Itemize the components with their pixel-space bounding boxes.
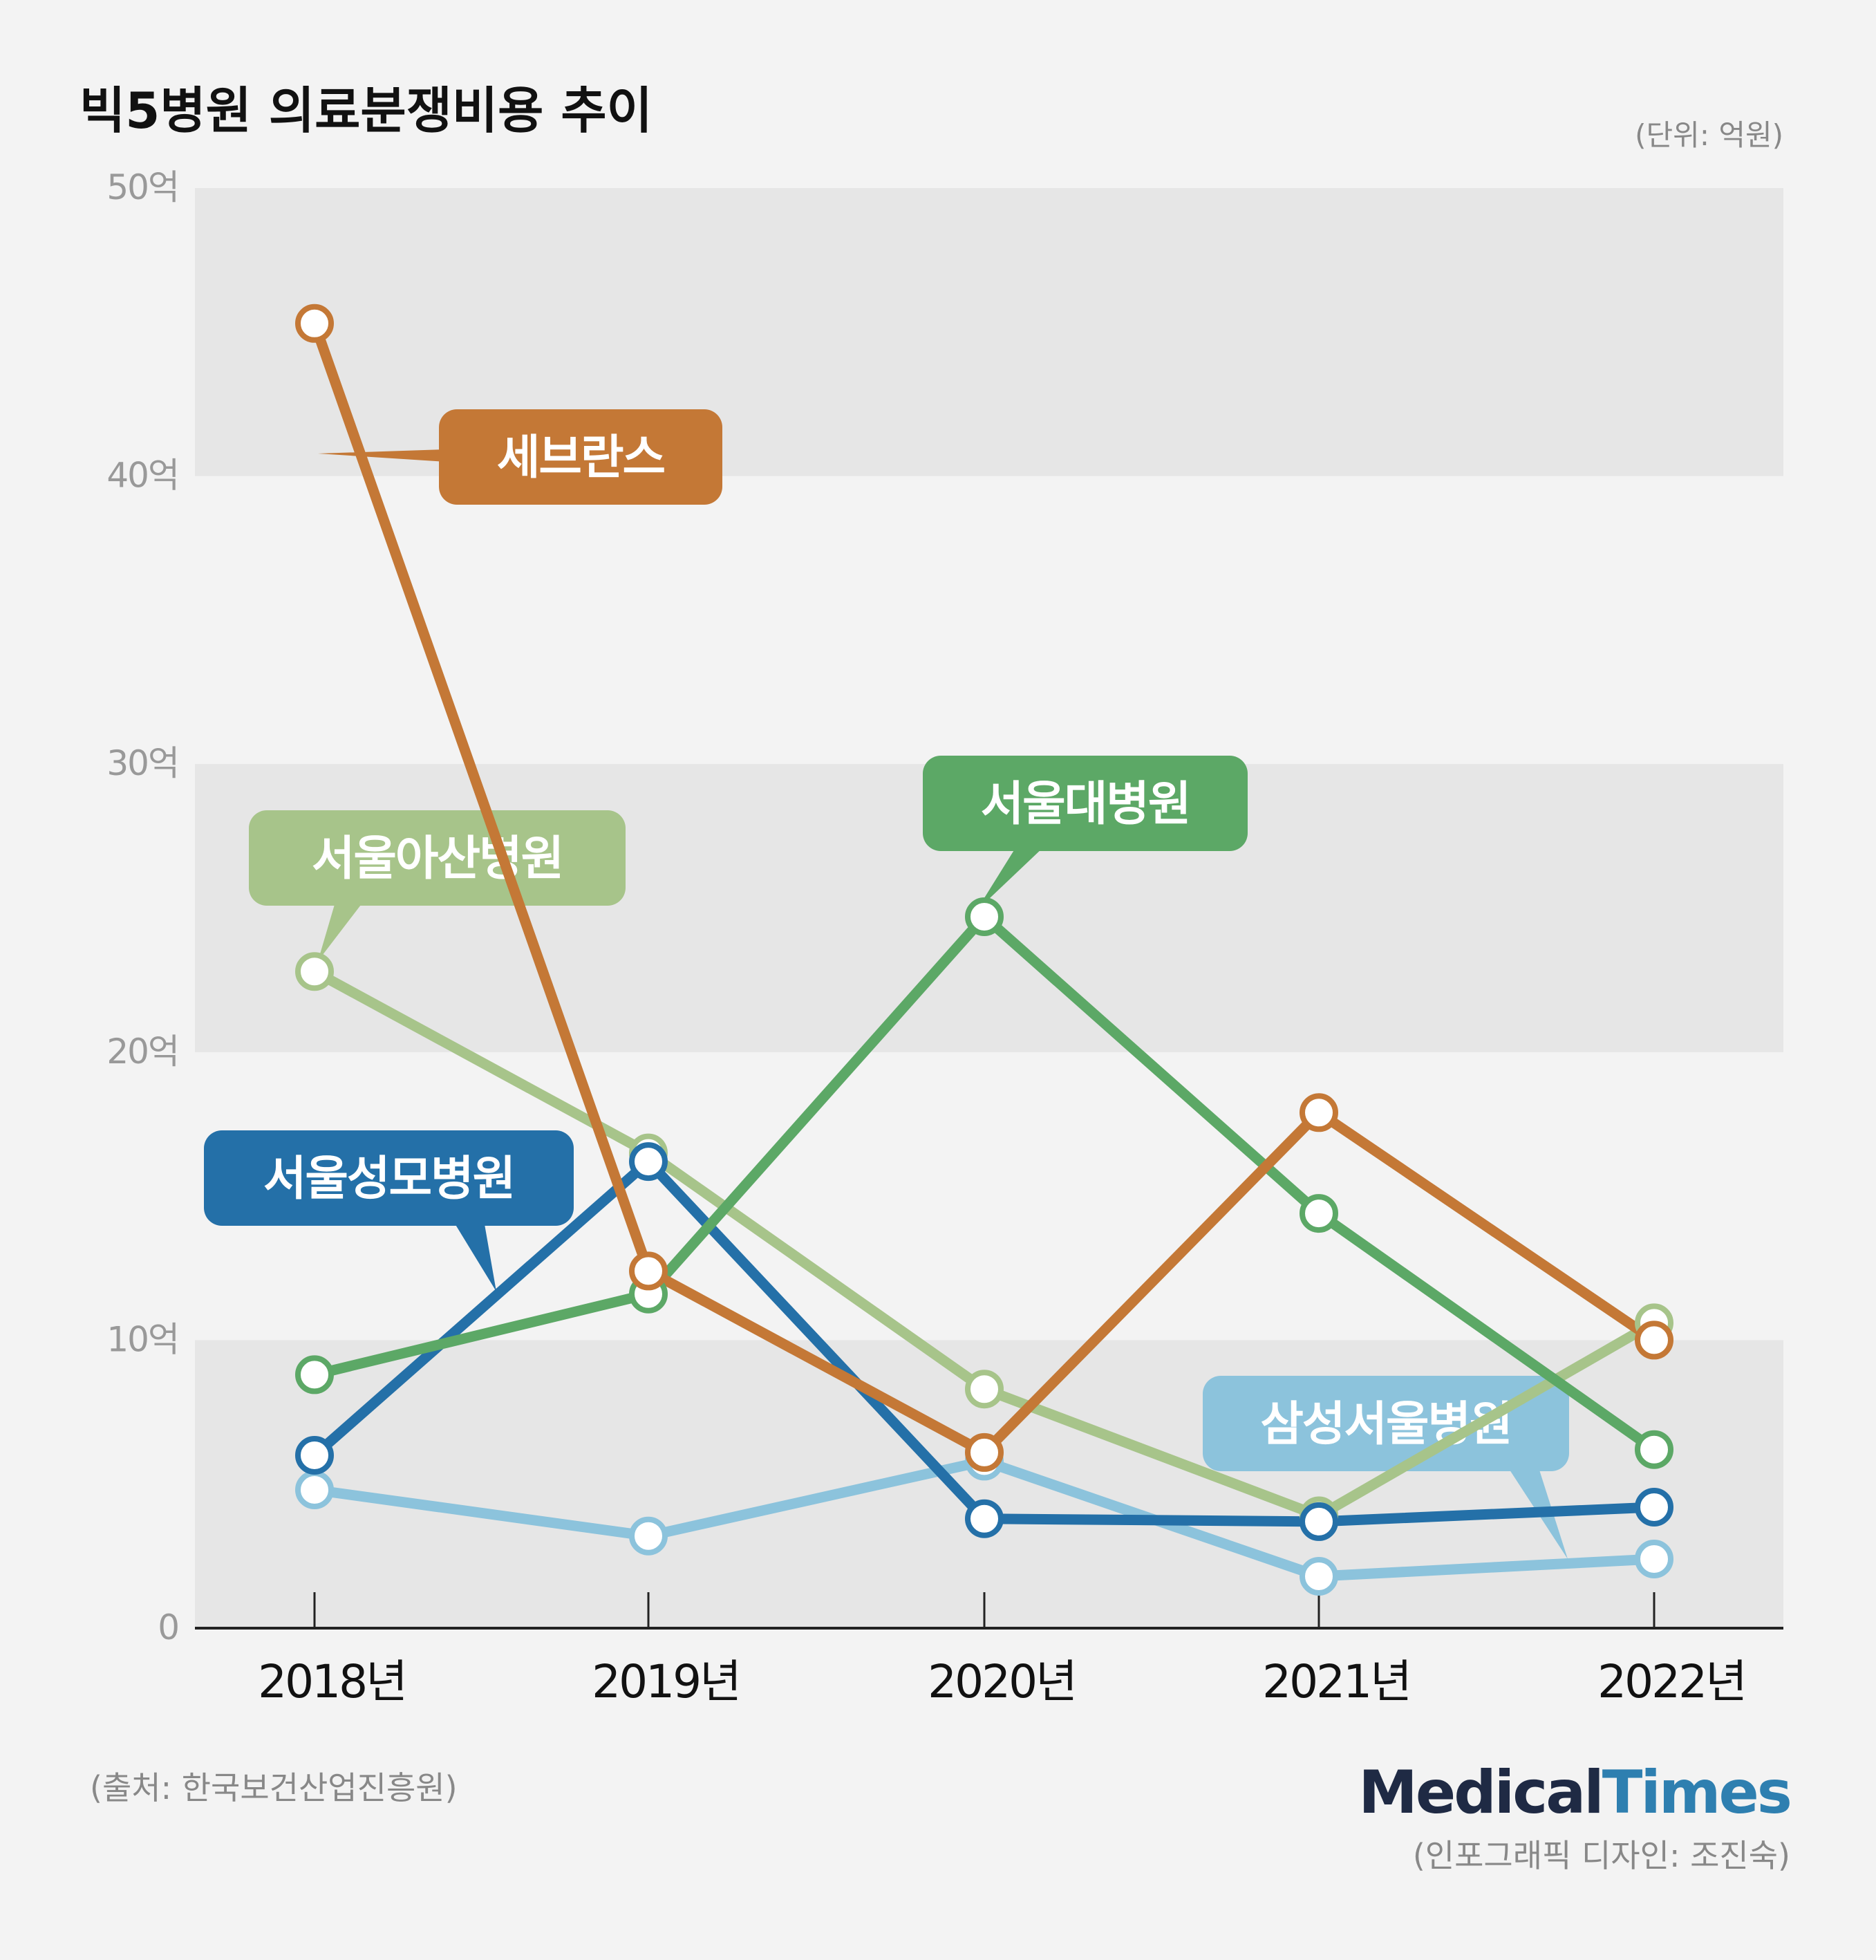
series-label-pointer <box>976 847 1044 911</box>
series-label-세브란스: 세브란스 <box>318 409 722 505</box>
source-note: (출처: 한국보건산업진흥원) <box>90 1769 458 1807</box>
data-point-세브란스 <box>629 1251 668 1291</box>
series-label-box <box>204 1130 574 1226</box>
chart-title: 빅5병원 의료분쟁비용 추이 <box>79 82 653 140</box>
series-points <box>295 304 1673 1596</box>
data-point-세브란스 <box>1635 1320 1673 1360</box>
y-tick-label: 40억 <box>106 456 178 496</box>
series-label-서울성모병원: 서울성모병원 <box>204 1130 574 1291</box>
x-axis: 2018년 2019년 2020년 2021년 2022년 <box>195 1592 1783 1708</box>
unit-note: (단위: 억원) <box>1635 118 1783 152</box>
y-tick-label: 0 <box>158 1607 178 1648</box>
data-point-서울성모병원 <box>1635 1488 1673 1527</box>
x-tick-label: 2022년 <box>1597 1655 1745 1708</box>
series-label-서울대병원: 서울대병원 <box>923 756 1248 911</box>
data-point-삼성서울병원 <box>1635 1540 1673 1578</box>
data-point-서울성모병원 <box>295 1436 334 1475</box>
series-label-pointer <box>318 449 446 462</box>
data-point-서울성모병원 <box>965 1499 1004 1538</box>
y-tick-label: 10억 <box>106 1319 178 1359</box>
data-point-서울성모병원 <box>1300 1502 1338 1541</box>
series-label-text: 서울대병원 <box>981 777 1190 832</box>
data-point-서울성모병원 <box>629 1142 668 1182</box>
data-point-세브란스 <box>1300 1093 1338 1132</box>
data-point-세브란스 <box>295 304 334 343</box>
data-point-세브란스 <box>965 1432 1004 1472</box>
series-label-box <box>249 810 626 906</box>
x-tick-label: 2020년 <box>928 1655 1076 1708</box>
data-point-서울아산병원 <box>295 952 334 991</box>
data-point-서울대병원 <box>1300 1194 1338 1233</box>
data-point-삼성서울병원 <box>1300 1557 1338 1596</box>
brand-logo-part2: Times <box>1602 1758 1790 1827</box>
series-label-box <box>1203 1376 1569 1471</box>
data-point-서울대병원 <box>965 897 1004 936</box>
brand-logo: MedicalTimes <box>1358 1758 1792 1827</box>
series-label-서울아산병원: 서울아산병원 <box>249 810 626 961</box>
series-label-text: 서울아산병원 <box>312 832 563 886</box>
grid-band-2 <box>195 188 1783 476</box>
y-axis: 0 10억 20억 30억 40억 50억 <box>106 167 180 1648</box>
y-tick-label: 30억 <box>106 743 178 783</box>
series-label-pointer <box>453 1220 496 1291</box>
series-label-text: 세브란스 <box>497 431 665 485</box>
data-point-삼성서울병원 <box>629 1516 668 1556</box>
data-point-삼성서울병원 <box>295 1471 334 1509</box>
series-label-box <box>923 756 1248 851</box>
y-tick-label: 20억 <box>106 1032 178 1072</box>
y-tick-label: 50억 <box>106 167 178 207</box>
data-point-서울대병원 <box>295 1355 334 1394</box>
x-tick-label: 2019년 <box>592 1655 740 1708</box>
data-point-서울아산병원 <box>965 1370 1004 1409</box>
data-point-서울대병원 <box>1635 1430 1673 1469</box>
series-label-pointer <box>318 902 363 961</box>
x-tick-label: 2021년 <box>1262 1655 1410 1708</box>
series-label-text: 서울성모병원 <box>263 1152 514 1206</box>
design-credit: (인포그래픽 디자인: 조진숙) <box>1413 1837 1790 1874</box>
x-tick-label: 2018년 <box>258 1655 406 1708</box>
brand-logo-text: MedicalTimes <box>1358 1758 1790 1827</box>
series-label-box <box>439 409 722 505</box>
brand-logo-part1: Medical <box>1358 1758 1602 1827</box>
